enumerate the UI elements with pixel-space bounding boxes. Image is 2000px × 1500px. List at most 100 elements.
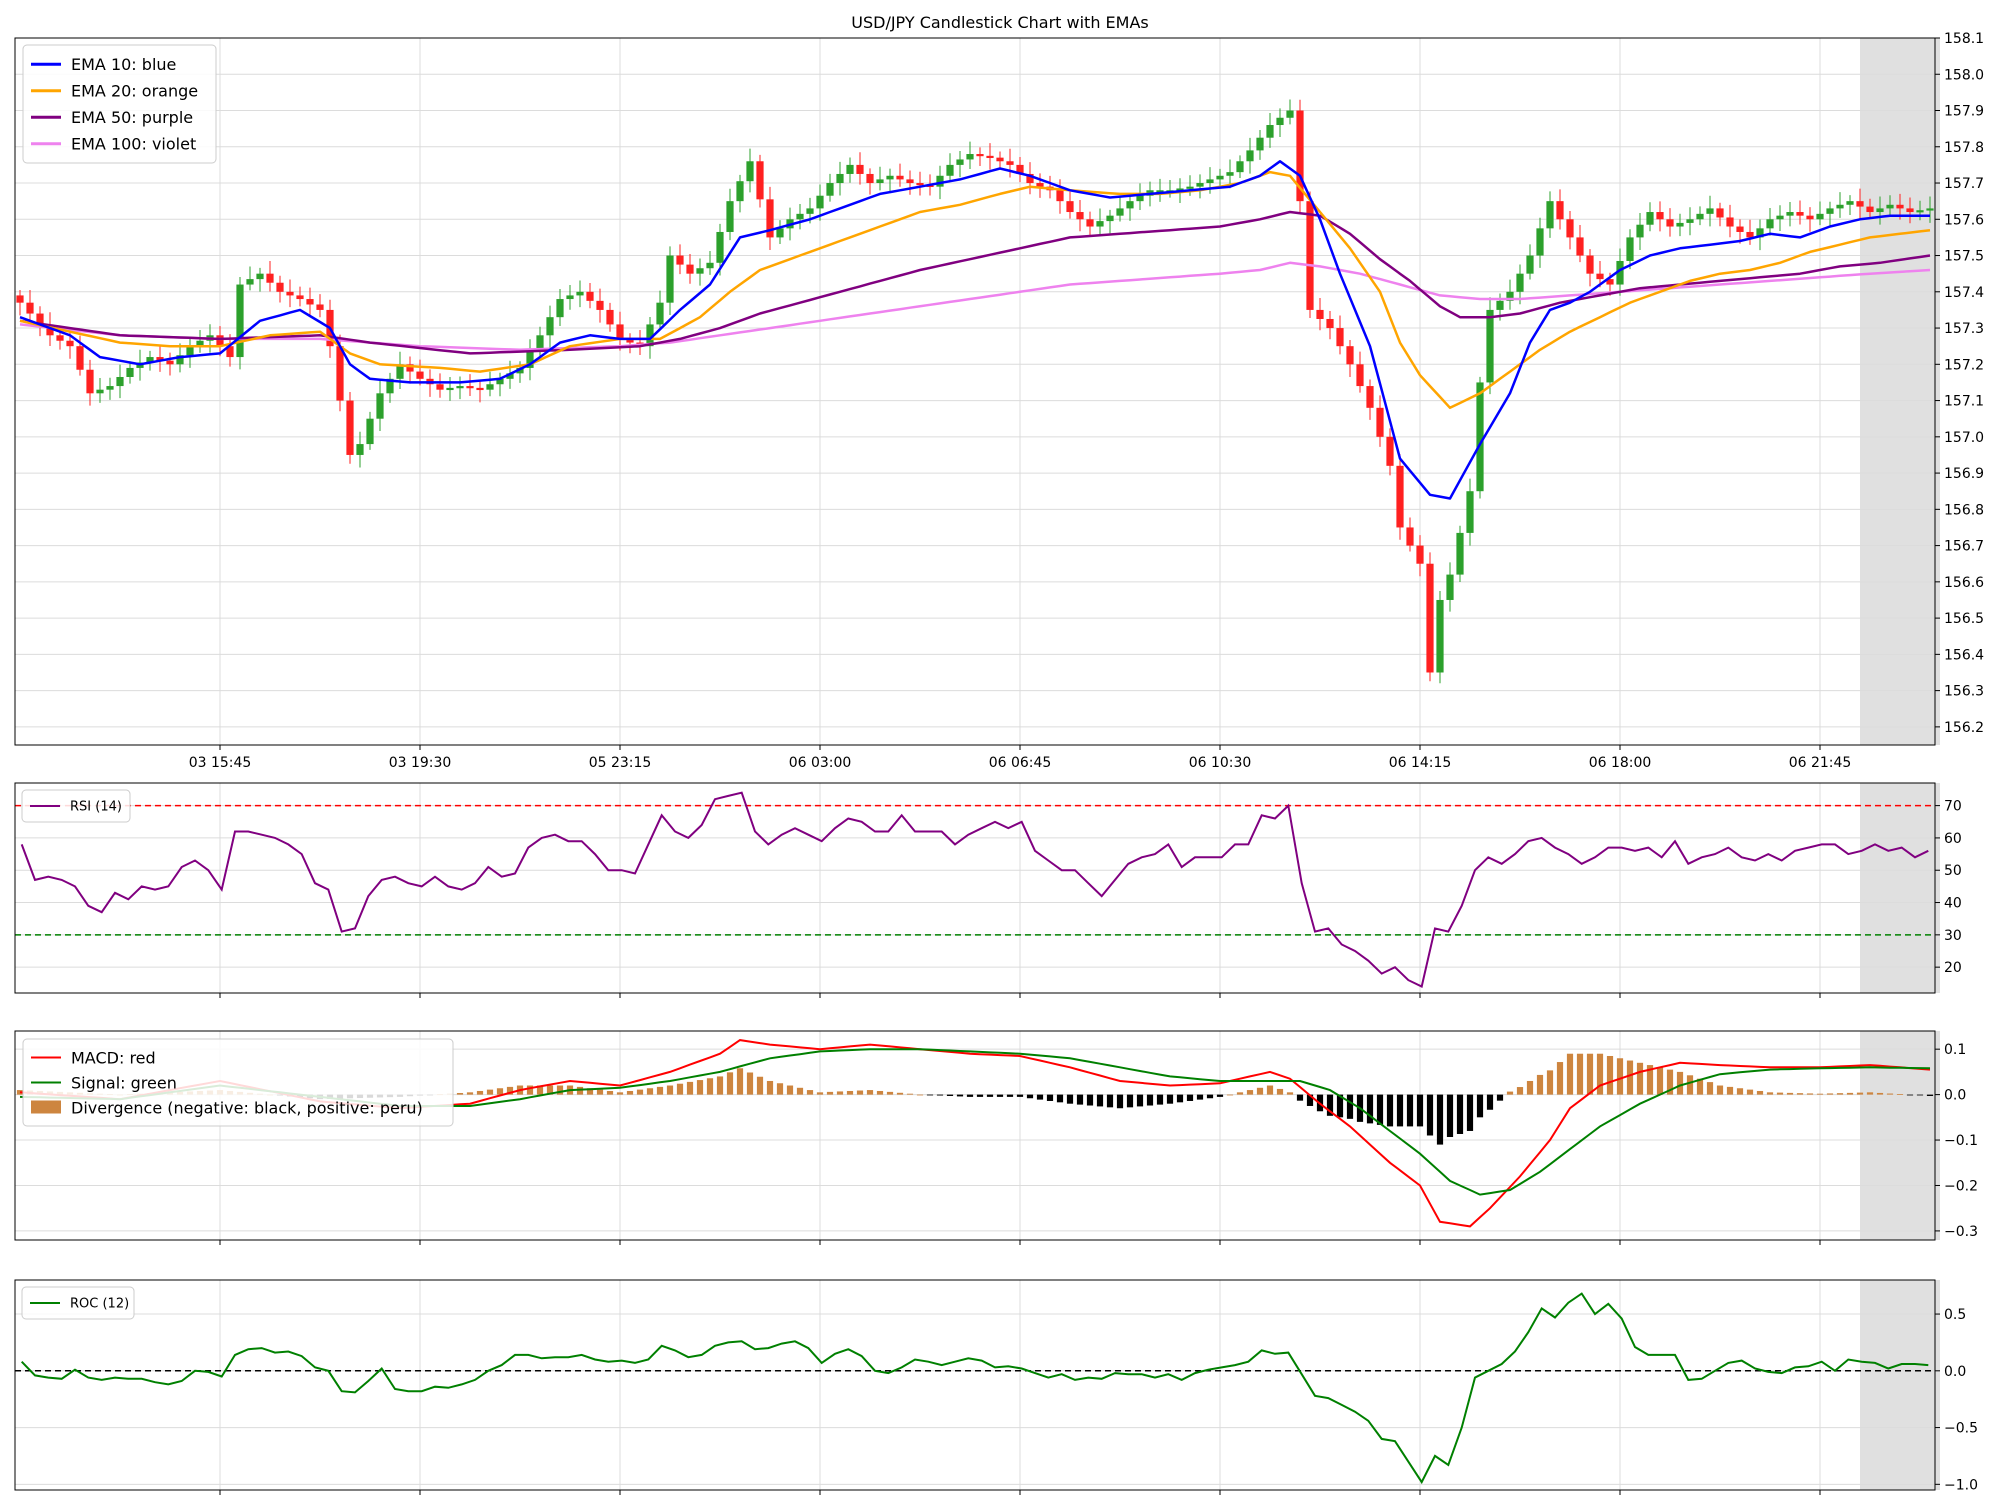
y-tick-label: −0.5 [1944,1421,1978,1437]
divergence-bar [1226,1094,1234,1096]
candle-body [856,164,864,174]
candle-body [186,346,194,356]
candle-body [356,444,364,455]
candle-body [496,378,504,385]
candle-body [386,378,394,394]
candle-body [96,389,104,394]
divergence-bar [1196,1094,1204,1100]
legend-box [21,789,131,823]
divergence-bar [1686,1075,1694,1095]
legend-label: EMA 10: blue [71,55,176,74]
divergence-bar [1116,1094,1124,1109]
divergence-bar [916,1094,924,1096]
candle-body [986,155,994,159]
y-tick-label: 156.5 [1944,611,1984,627]
divergence-bar [686,1081,694,1095]
divergence-bar [696,1080,704,1095]
macd-panel: −0.3 −0.2 −0.1 0.0 0.1 MACD: red Signal: green… [14,1030,1978,1245]
candle-body [936,175,944,187]
candle-body [236,284,244,358]
divergence-bar [646,1088,654,1095]
divergence-bar [1386,1094,1394,1127]
divergence-bar [786,1085,794,1095]
divergence-bar [1406,1094,1414,1127]
candle-body [1466,491,1474,533]
candle-body [226,346,234,358]
divergence-bar [1726,1086,1734,1095]
candle-body [1136,195,1144,202]
divergence-bar [896,1092,904,1095]
candle-body [696,268,704,274]
candle-body [1286,110,1294,118]
candle-body [766,199,774,238]
candle-body [46,324,54,336]
candle-body [726,201,734,232]
divergence-bar [1626,1060,1634,1095]
candle-body [686,264,694,274]
divergence-bar [1916,1094,1924,1096]
y-tick-label: 157.5 [1944,249,1984,265]
candle-body [366,418,374,445]
y-tick-label: −0.3 [1944,1224,1978,1240]
candle-body [946,164,954,176]
candle-body [1896,204,1904,209]
divergence-bar [1096,1094,1104,1107]
candle-body [756,161,764,200]
divergence-bar [1236,1092,1244,1095]
y-tick-label: 40 [1944,896,1962,912]
y-tick-label: −0.2 [1944,1178,1978,1194]
divergence-bar [626,1090,634,1095]
divergence-bar [876,1090,884,1095]
candle-body [1726,217,1734,227]
candle-body [826,183,834,196]
divergence-bar [486,1089,494,1095]
candle-body [1536,228,1544,256]
candle-body [1156,190,1164,193]
y-tick-label: 156.3 [1944,684,1984,700]
x-tick-label: 03 19:30 [389,755,452,771]
divergence-bar [1056,1094,1064,1103]
divergence-bar [1566,1053,1574,1095]
candle-body [1606,279,1614,285]
candle-body [1236,161,1244,173]
divergence-bar [836,1091,844,1095]
divergence-bar [1206,1094,1214,1099]
divergence-bar [1606,1055,1614,1095]
y-tick-label: −1.0 [1944,1477,1978,1493]
divergence-bar [926,1094,934,1096]
divergence-bar [756,1076,764,1095]
candle-body [1256,137,1264,151]
divergence-bar [1376,1094,1384,1125]
candle-body [716,231,724,263]
candle-body [1346,346,1354,365]
divergence-bar [1556,1062,1564,1095]
candle-body [1396,465,1404,528]
candle-body [1626,237,1634,261]
divergence-bar [1176,1094,1184,1103]
candle-body [1766,219,1774,229]
divergence-bar [556,1085,564,1095]
candle-body [1366,386,1374,408]
candle-body [646,324,654,347]
divergence-bar [1886,1093,1894,1095]
candle-body [336,346,344,401]
divergence-bar [1346,1094,1354,1119]
candle-body [586,291,594,301]
candle-body [146,357,154,363]
candle-body [736,181,744,202]
candle-body [626,338,634,343]
y-tick-label: 157.7 [1944,176,1984,192]
legend-label: RSI (14) [70,800,122,815]
divergence-bar [1466,1094,1474,1131]
candle-body [706,262,714,269]
plot-background [15,38,1935,745]
candle-body [436,384,444,390]
divergence-bar [1126,1094,1134,1108]
candle-body [1216,175,1224,180]
divergence-bar [1266,1085,1274,1095]
candle-body [1616,260,1624,285]
divergence-bar [1806,1093,1814,1095]
divergence-bar [806,1090,814,1095]
candle-body [876,179,884,184]
